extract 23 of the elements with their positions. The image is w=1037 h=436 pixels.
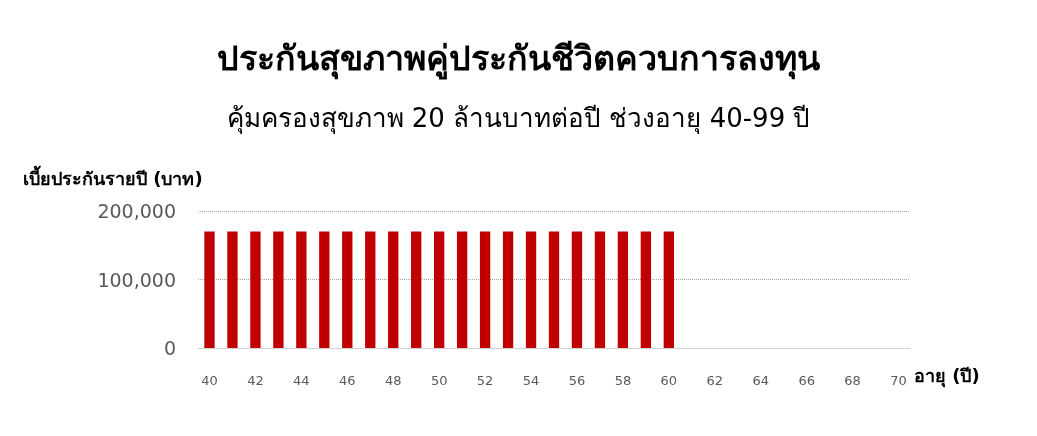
chart-subtitle: คุ้มครองสุขภาพ 20 ล้านบาทต่อปี ช่วงอายุ 40-99 ปี — [226, 103, 811, 134]
y-axis-title: เบี้ยประกันรายปี (บาท) — [23, 164, 203, 189]
x-tick-label: 42 — [247, 373, 264, 388]
x-tick-label: 56 — [568, 373, 586, 388]
x-tick-label: 40 — [201, 373, 218, 388]
x-tick-label: 54 — [522, 373, 540, 388]
x-tick-label: 64 — [752, 373, 769, 388]
x-tick-label: 58 — [614, 373, 632, 388]
x-tick-label: 60 — [660, 373, 678, 388]
x-tick-label: 62 — [706, 373, 724, 388]
x-tick-label: 50 — [430, 373, 448, 388]
x-tick-label: 70 — [890, 373, 907, 388]
y-tick-label: 200,000 — [97, 200, 176, 222]
x-tick-label: 44 — [293, 373, 310, 388]
x-tick-label: 48 — [384, 373, 402, 388]
x-axis-title: อายุ (ปี) — [914, 364, 980, 388]
x-tick-label: 66 — [798, 373, 815, 388]
y-tick-label: 100,000 — [97, 268, 176, 291]
y-tick-label: 0 — [163, 337, 176, 359]
x-tick-label: 52 — [476, 373, 494, 388]
x-tick-label: 46 — [339, 373, 356, 388]
x-tick-label: 68 — [844, 373, 861, 388]
chart-title: ประกันสุขภาพคู่ประกันชีวิตควบการลงทุน — [217, 38, 820, 80]
